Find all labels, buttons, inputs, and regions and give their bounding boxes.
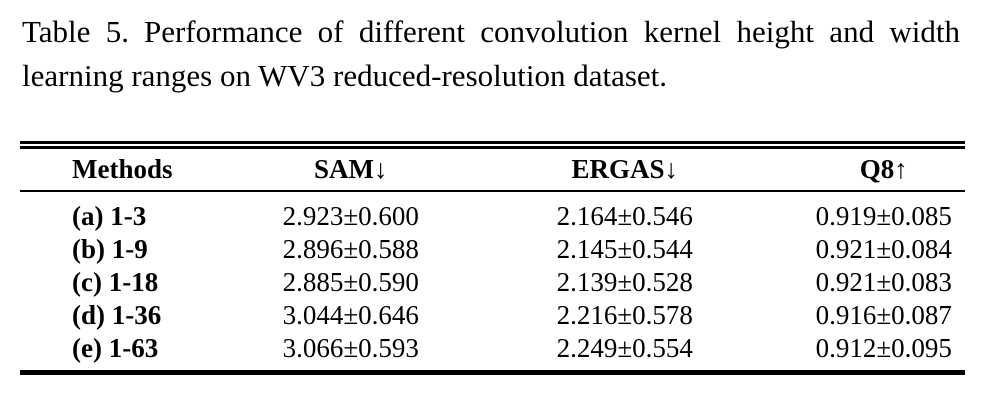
table-row: (e) 1-63 3.066±0.593 2.249±0.554 0.912±0…: [20, 332, 965, 373]
q8-cell: 0.921±0.083: [815, 267, 952, 297]
col-header-sam: SAM↓: [218, 145, 484, 192]
method-cell: (b) 1-9: [72, 234, 148, 264]
results-table: Methods SAM↓ ERGAS↓ Q8↑ (a) 1-3 2.923±0.…: [20, 141, 965, 375]
method-cell: (d) 1-36: [72, 300, 162, 330]
table-row: (c) 1-18 2.885±0.590 2.139±0.528 0.921±0…: [20, 266, 965, 299]
method-cell: (a) 1-3: [72, 201, 147, 231]
table-body: (a) 1-3 2.923±0.600 2.164±0.546 0.919±0.…: [20, 191, 965, 373]
table-header: Methods SAM↓ ERGAS↓ Q8↑: [20, 145, 965, 192]
table-row: (d) 1-36 3.044±0.646 2.216±0.578 0.916±0…: [20, 299, 965, 332]
q8-cell: 0.921±0.084: [815, 234, 952, 264]
table-row: (b) 1-9 2.896±0.588 2.145±0.544 0.921±0.…: [20, 233, 965, 266]
header-row: Methods SAM↓ ERGAS↓ Q8↑: [20, 145, 965, 192]
q8-cell: 0.919±0.085: [815, 201, 952, 231]
table-row: (a) 1-3 2.923±0.600 2.164±0.546 0.919±0.…: [20, 191, 965, 233]
ergas-cell: 2.164±0.546: [556, 201, 693, 231]
method-cell: (e) 1-63: [72, 333, 159, 363]
caption-text: Performance of different convolution ker…: [22, 14, 961, 93]
q8-cell: 0.916±0.087: [815, 300, 952, 330]
sam-cell: 2.885±0.590: [282, 267, 419, 297]
ergas-cell: 2.249±0.554: [556, 333, 693, 363]
col-header-q8: Q8↑: [766, 145, 965, 192]
q8-cell: 0.912±0.095: [815, 333, 952, 363]
sam-cell: 3.044±0.646: [282, 300, 419, 330]
sam-cell: 2.923±0.600: [282, 201, 419, 231]
table-caption: Table 5. Performance of different convolu…: [22, 10, 960, 98]
ergas-cell: 2.145±0.544: [556, 234, 693, 264]
ergas-cell: 2.216±0.578: [556, 300, 693, 330]
ergas-cell: 2.139±0.528: [556, 267, 693, 297]
method-cell: (c) 1-18: [72, 267, 159, 297]
col-header-methods: Methods: [20, 145, 219, 192]
caption-label: Table 5.: [22, 14, 129, 49]
sam-cell: 3.066±0.593: [282, 333, 419, 363]
sam-cell: 2.896±0.588: [282, 234, 419, 264]
col-header-ergas: ERGAS↓: [483, 145, 767, 192]
